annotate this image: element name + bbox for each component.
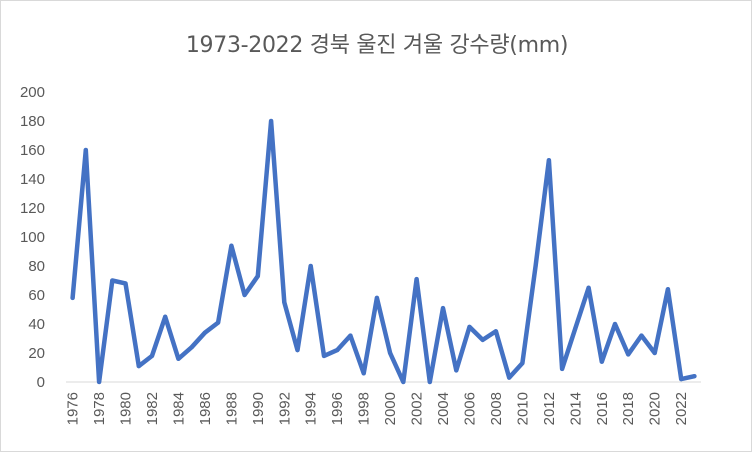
x-tick-label: 2012 [541, 392, 558, 425]
x-tick-label: 2002 [409, 392, 426, 425]
data-point [189, 345, 194, 350]
data-point [599, 359, 604, 364]
data-point [679, 377, 684, 382]
data-point [692, 374, 697, 379]
y-tick-label: 160 [20, 142, 45, 159]
x-tick-label: 1988 [223, 392, 240, 425]
x-tick-label: 1990 [250, 392, 267, 425]
data-point [613, 322, 617, 326]
series-line [70, 118, 697, 385]
x-tick-label: 1998 [356, 392, 373, 425]
data-point [546, 158, 551, 163]
x-tick-label: 2022 [673, 392, 690, 425]
data-point [427, 380, 432, 384]
data-point [626, 352, 631, 357]
data-point [123, 281, 128, 286]
data-point [374, 295, 379, 300]
x-tick-label: 1976 [65, 392, 82, 425]
data-point [83, 148, 88, 152]
x-tick-label: 2004 [435, 392, 452, 425]
data-point [110, 278, 115, 283]
data-point [150, 353, 154, 358]
data-point [560, 366, 565, 371]
data-point [454, 368, 459, 373]
data-point [163, 314, 168, 319]
x-tick-label: 2008 [488, 392, 505, 425]
x-tick-label: 1996 [329, 392, 346, 425]
data-point [520, 361, 525, 366]
data-point [176, 356, 181, 361]
x-tick-label: 1978 [91, 392, 108, 425]
data-point [269, 119, 274, 123]
y-tick-label: 140 [20, 171, 45, 188]
data-point [70, 295, 75, 300]
data-point [229, 243, 234, 248]
data-point [308, 264, 313, 268]
x-tick-label: 2014 [567, 392, 584, 425]
data-point [388, 351, 393, 355]
y-tick-label: 40 [28, 316, 45, 333]
data-point [255, 274, 260, 279]
data-point [295, 348, 300, 353]
y-tick-label: 60 [28, 287, 45, 304]
x-tick-label: 1986 [197, 392, 214, 425]
x-tick-label: 1980 [118, 392, 135, 425]
data-point [467, 324, 472, 329]
data-point [652, 351, 657, 355]
y-tick-label: 20 [28, 345, 45, 362]
series-layer [70, 118, 697, 385]
x-axis-ticks: 1976 1978 1980 1982 1984 1986 1988 1990 1992 1994… [65, 392, 691, 425]
x-tick-label: 2016 [594, 392, 611, 425]
y-axis-ticks: 0 20 40 60 80 100 120 140 160 180 200 [20, 84, 45, 391]
y-tick-label: 80 [28, 258, 45, 275]
data-point [493, 329, 498, 334]
data-point [335, 348, 340, 353]
x-tick-label: 2018 [620, 392, 637, 425]
data-point [573, 326, 578, 331]
y-tick-label: 200 [20, 84, 45, 101]
x-tick-label: 2020 [647, 392, 664, 425]
y-tick-label: 0 [37, 374, 45, 391]
x-tick-label: 1992 [276, 392, 293, 425]
data-point [480, 337, 485, 342]
x-tick-label: 1982 [144, 392, 161, 425]
data-point [586, 285, 591, 290]
x-tick-label: 2010 [514, 392, 531, 425]
y-tick-label: 120 [20, 200, 45, 217]
data-point [97, 380, 102, 384]
data-point [639, 333, 644, 338]
data-point [282, 300, 287, 305]
data-point [202, 330, 207, 335]
data-point [136, 364, 141, 369]
y-tick-label: 100 [20, 229, 45, 246]
data-point [322, 353, 326, 358]
data-point [665, 287, 670, 292]
x-tick-label: 2006 [461, 392, 478, 425]
x-tick-label: 1984 [170, 392, 187, 425]
data-point [401, 380, 406, 384]
y-tick-label: 180 [20, 113, 45, 130]
data-point [216, 320, 221, 325]
chart-title: 1973-2022 경북 울진 겨울 강수량(mm) [185, 33, 569, 58]
data-point [441, 306, 445, 311]
data-point [533, 264, 538, 268]
data-point [242, 293, 247, 297]
data-point [361, 371, 366, 376]
x-tick-label: 1994 [303, 392, 320, 425]
data-point [507, 375, 512, 380]
data-point [414, 277, 419, 282]
x-tick-label: 2000 [382, 392, 399, 425]
data-point [348, 333, 353, 338]
